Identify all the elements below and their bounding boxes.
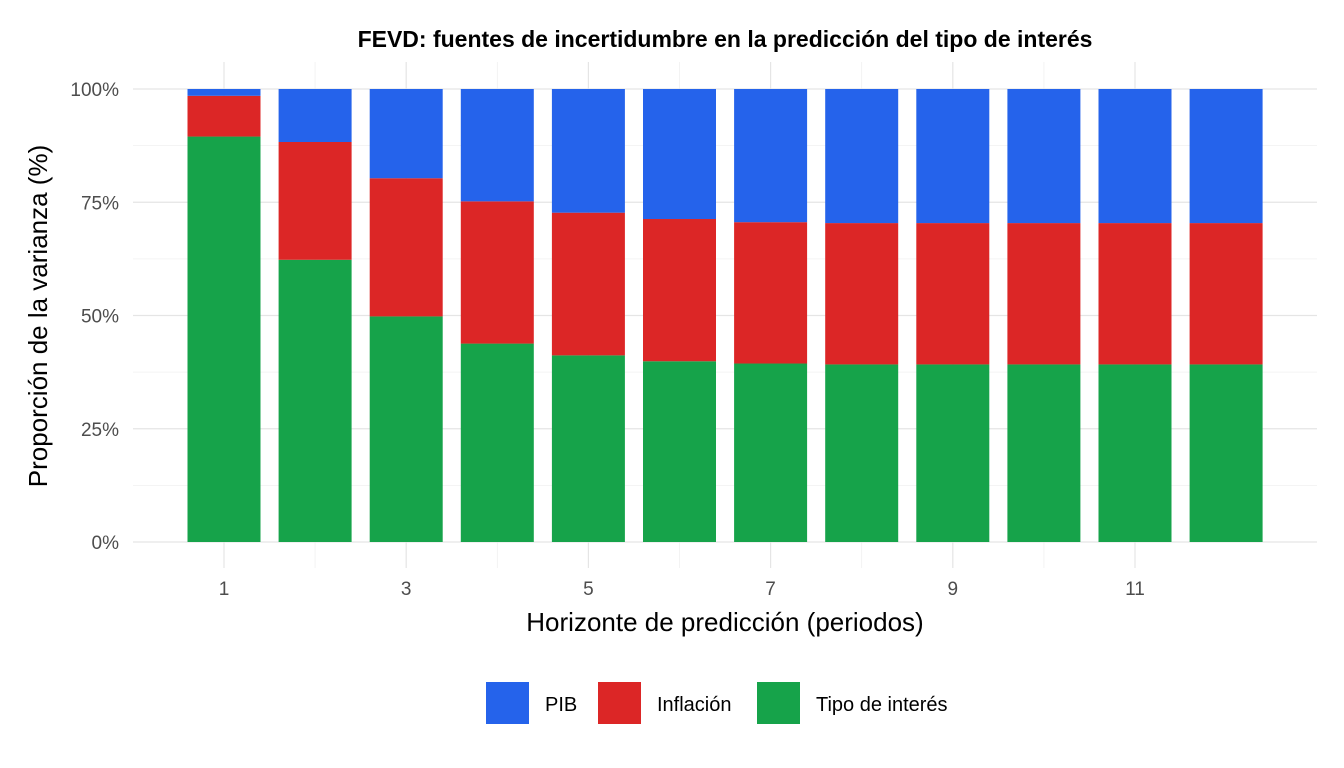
- bar-pib-9: [916, 89, 990, 224]
- legend: PIB Inflación Tipo de interés: [486, 682, 948, 724]
- bar-inflacion-8: [825, 223, 899, 365]
- bar-inflacion-12: [1189, 223, 1263, 365]
- x-tick-label: 1: [219, 579, 230, 600]
- bar-pib-11: [1098, 89, 1172, 224]
- bar-inflacion-10: [1007, 223, 1081, 365]
- bar-pib-7: [734, 89, 808, 223]
- bar-tipo-de-interes-5: [551, 355, 625, 542]
- bar-pib-2: [278, 89, 352, 143]
- bar-tipo-de-interes-6: [643, 361, 716, 542]
- bar-inflacion-6: [643, 219, 716, 362]
- y-tick-label: 25%: [81, 420, 119, 441]
- bar-pib-4: [460, 89, 534, 202]
- x-tick-label: 11: [1125, 579, 1145, 600]
- x-tick-label: 5: [583, 579, 594, 600]
- bar-tipo-de-interes-11: [1098, 364, 1172, 542]
- bar-inflacion-3: [369, 178, 443, 317]
- y-tick-label: 75%: [81, 193, 119, 214]
- bar-tipo-de-interes-2: [278, 259, 352, 542]
- legend-key-inflacion: [598, 682, 641, 724]
- bar-pib-1: [187, 89, 261, 96]
- bar-inflacion-4: [460, 201, 534, 344]
- legend-label-inflacion: Inflación: [657, 694, 732, 716]
- bar-pib-8: [825, 89, 899, 224]
- bar-tipo-de-interes-9: [916, 364, 990, 542]
- bar-pib-5: [551, 89, 625, 213]
- legend-label-tipo-de-interes: Tipo de interés: [816, 694, 948, 716]
- legend-key-pib: [486, 682, 529, 724]
- bar-tipo-de-interes-4: [460, 343, 534, 542]
- bar-inflacion-7: [734, 222, 808, 364]
- bar-inflacion-5: [551, 212, 625, 356]
- x-axis-ticks: 1 3 5 7 9 11: [219, 579, 1145, 600]
- bars: [187, 89, 1263, 542]
- bar-inflacion-1: [187, 95, 261, 137]
- bar-pib-6: [643, 89, 716, 220]
- bar-inflacion-11: [1098, 223, 1172, 365]
- y-axis-ticks: 0% 25% 50% 75% 100%: [70, 80, 119, 554]
- y-tick-label: 50%: [81, 307, 119, 328]
- bar-pib-12: [1189, 89, 1263, 224]
- x-tick-label: 9: [948, 579, 959, 600]
- x-tick-label: 7: [765, 579, 776, 600]
- bar-tipo-de-interes-7: [734, 363, 808, 542]
- chart-title: FEVD: fuentes de incertidumbre en la pre…: [358, 26, 1093, 52]
- bar-tipo-de-interes-8: [825, 364, 899, 542]
- legend-label-pib: PIB: [545, 694, 577, 716]
- bar-tipo-de-interes-12: [1189, 364, 1263, 542]
- legend-key-tipo-de-interes: [757, 682, 800, 724]
- bar-inflacion-9: [916, 223, 990, 365]
- bar-inflacion-2: [278, 142, 352, 260]
- bar-tipo-de-interes-1: [187, 136, 261, 542]
- bar-pib-10: [1007, 89, 1081, 224]
- bar-tipo-de-interes-10: [1007, 364, 1081, 542]
- x-axis-title: Horizonte de predicción (periodos): [526, 607, 923, 637]
- y-tick-label: 0%: [92, 533, 120, 554]
- y-tick-label: 100%: [70, 80, 119, 101]
- y-axis-title: Proporción de la varianza (%): [23, 145, 53, 488]
- x-tick-label: 3: [401, 579, 412, 600]
- bar-pib-3: [369, 89, 443, 179]
- bar-tipo-de-interes-3: [369, 316, 443, 542]
